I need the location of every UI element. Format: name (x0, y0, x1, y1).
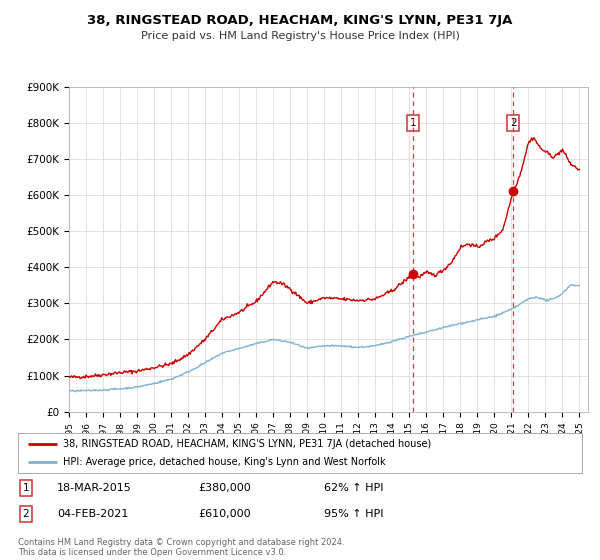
Text: 1: 1 (409, 118, 416, 128)
Text: £610,000: £610,000 (198, 509, 251, 519)
Text: 2: 2 (510, 118, 517, 128)
Text: Price paid vs. HM Land Registry's House Price Index (HPI): Price paid vs. HM Land Registry's House … (140, 31, 460, 41)
Text: 62% ↑ HPI: 62% ↑ HPI (324, 483, 383, 493)
Text: 38, RINGSTEAD ROAD, HEACHAM, KING'S LYNN, PE31 7JA: 38, RINGSTEAD ROAD, HEACHAM, KING'S LYNN… (88, 14, 512, 27)
Text: 2: 2 (22, 509, 29, 519)
Text: 38, RINGSTEAD ROAD, HEACHAM, KING'S LYNN, PE31 7JA (detached house): 38, RINGSTEAD ROAD, HEACHAM, KING'S LYNN… (63, 439, 431, 449)
Text: 95% ↑ HPI: 95% ↑ HPI (324, 509, 383, 519)
Text: 1: 1 (22, 483, 29, 493)
Text: HPI: Average price, detached house, King's Lynn and West Norfolk: HPI: Average price, detached house, King… (63, 458, 386, 467)
Text: 04-FEB-2021: 04-FEB-2021 (57, 509, 128, 519)
Text: £380,000: £380,000 (198, 483, 251, 493)
Text: Contains HM Land Registry data © Crown copyright and database right 2024.
This d: Contains HM Land Registry data © Crown c… (18, 538, 344, 557)
Text: 18-MAR-2015: 18-MAR-2015 (57, 483, 132, 493)
